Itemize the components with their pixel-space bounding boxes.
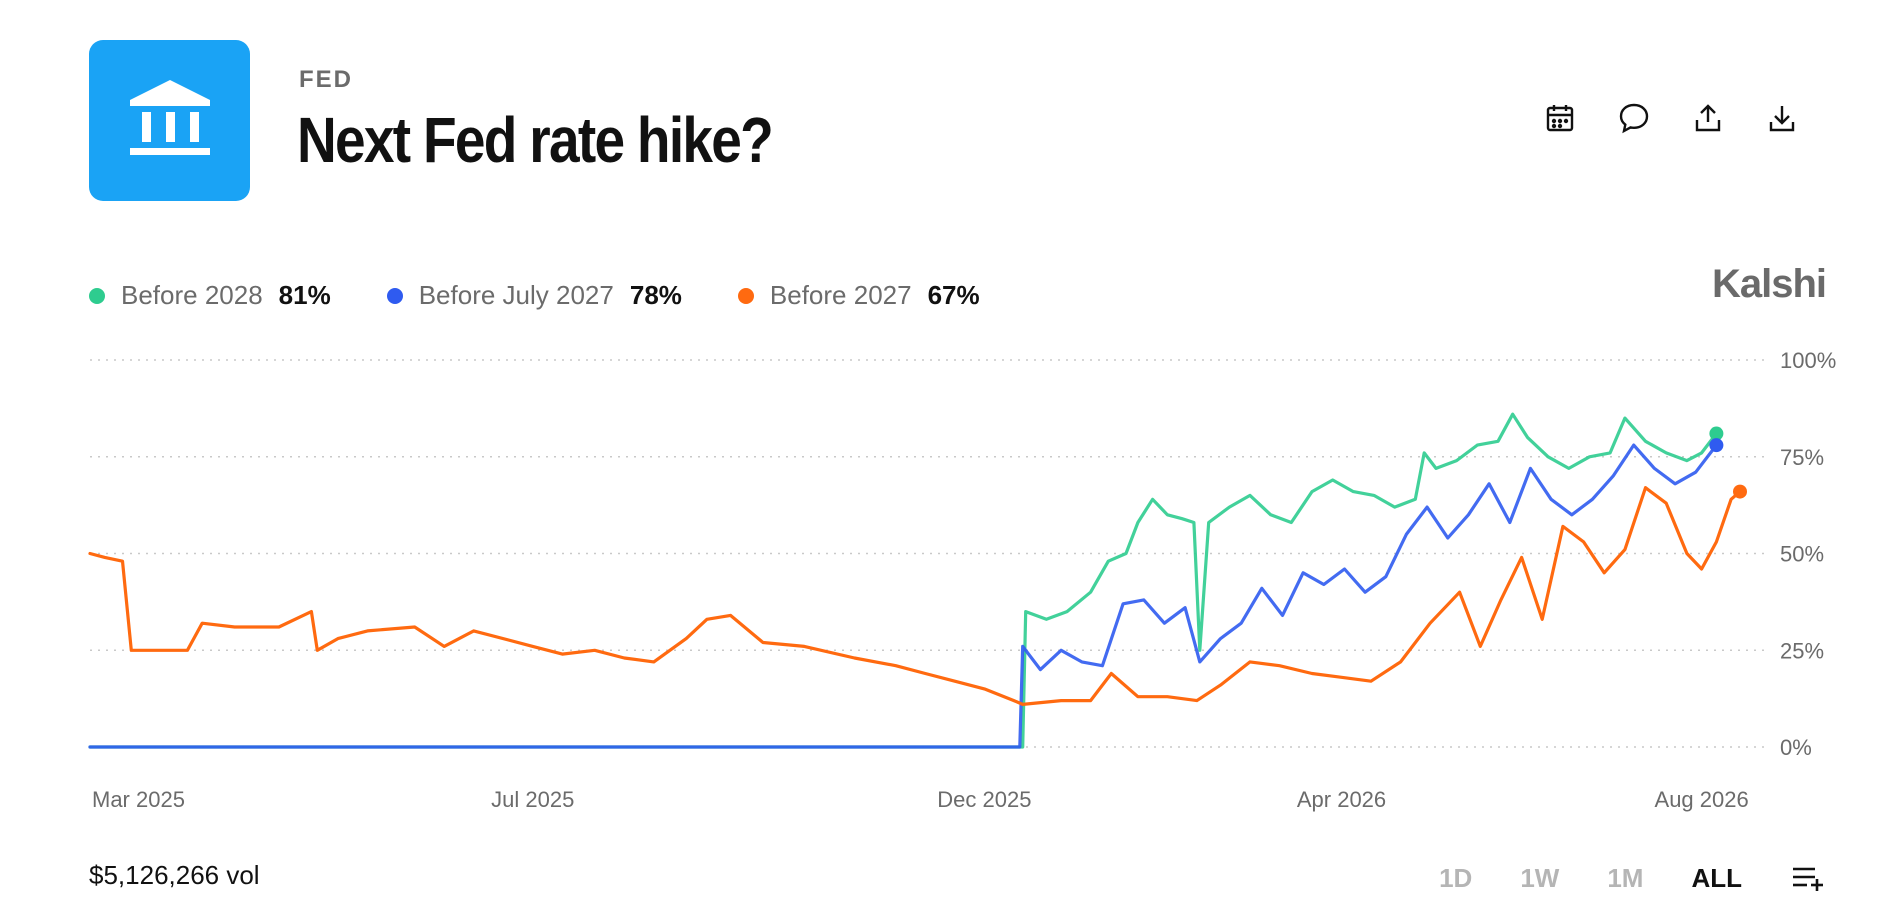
range-selector: 1D 1W 1M ALL [1439, 860, 1826, 896]
comment-icon[interactable] [1616, 100, 1652, 136]
range-1m-button[interactable]: 1M [1607, 862, 1644, 893]
legend-item-before-2028[interactable]: Before 2028 81% [89, 280, 331, 311]
range-all-button[interactable]: ALL [1691, 862, 1742, 893]
bank-building-icon [122, 70, 218, 171]
download-icon[interactable] [1764, 100, 1800, 136]
chart-legend: Before 2028 81% Before July 2027 78% Bef… [89, 280, 980, 311]
y-tick-label: 75% [1780, 445, 1824, 470]
price-chart: 100% 75% 50% 25% 0% Mar 2025 Jul 2025 Dec 2025 A… [88, 348, 1836, 812]
series-line-before-2027 [88, 486, 1742, 706]
series-line-before-july-2027 [88, 443, 1718, 749]
action-toolbar [1542, 100, 1800, 136]
legend-item-before-2027[interactable]: Before 2027 67% [737, 280, 980, 311]
playlist-add-icon[interactable] [1790, 860, 1826, 896]
share-icon[interactable] [1690, 100, 1726, 136]
series-line-before-2028 [88, 412, 1718, 749]
y-tick-label: 25% [1780, 638, 1824, 663]
page-title: Next Fed rate hike? [297, 104, 774, 176]
legend-dot [386, 287, 403, 304]
legend-item-before-july-2027[interactable]: Before July 2027 78% [386, 280, 682, 311]
series-end-dot [1709, 426, 1724, 441]
range-1d-button[interactable]: 1D [1439, 862, 1473, 893]
market-logo [89, 40, 250, 201]
legend-name: Before July 2027 [418, 280, 614, 310]
x-tick-label: Mar 2025 [92, 787, 185, 812]
legend-name: Before 2027 [769, 280, 912, 310]
x-tick-label: Dec 2025 [937, 787, 1031, 812]
volume-label: $5,126,266 vol [89, 860, 260, 890]
series-end-dot [1709, 438, 1724, 453]
legend-value: 67% [927, 280, 980, 310]
legend-name: Before 2028 [121, 280, 263, 310]
y-tick-label: 100% [1780, 348, 1836, 373]
x-tick-label: Apr 2026 [1297, 787, 1386, 812]
legend-dot [737, 287, 754, 304]
calendar-icon[interactable] [1542, 100, 1578, 136]
y-tick-label: 0% [1780, 735, 1812, 760]
legend-value: 81% [278, 280, 331, 310]
x-tick-label: Jul 2025 [491, 787, 574, 812]
legend-dot [89, 287, 105, 304]
range-1w-button[interactable]: 1W [1520, 862, 1560, 893]
kalshi-brand: Kalshi [1711, 262, 1827, 306]
x-tick-label: Aug 2026 [1655, 787, 1749, 812]
market-category: FED [299, 66, 353, 93]
series-end-dot [1733, 484, 1747, 499]
y-tick-label: 50% [1780, 542, 1824, 567]
chart-footer: $5,126,266 vol 1D 1W 1M ALL [89, 860, 1826, 900]
legend-value: 78% [629, 280, 682, 310]
